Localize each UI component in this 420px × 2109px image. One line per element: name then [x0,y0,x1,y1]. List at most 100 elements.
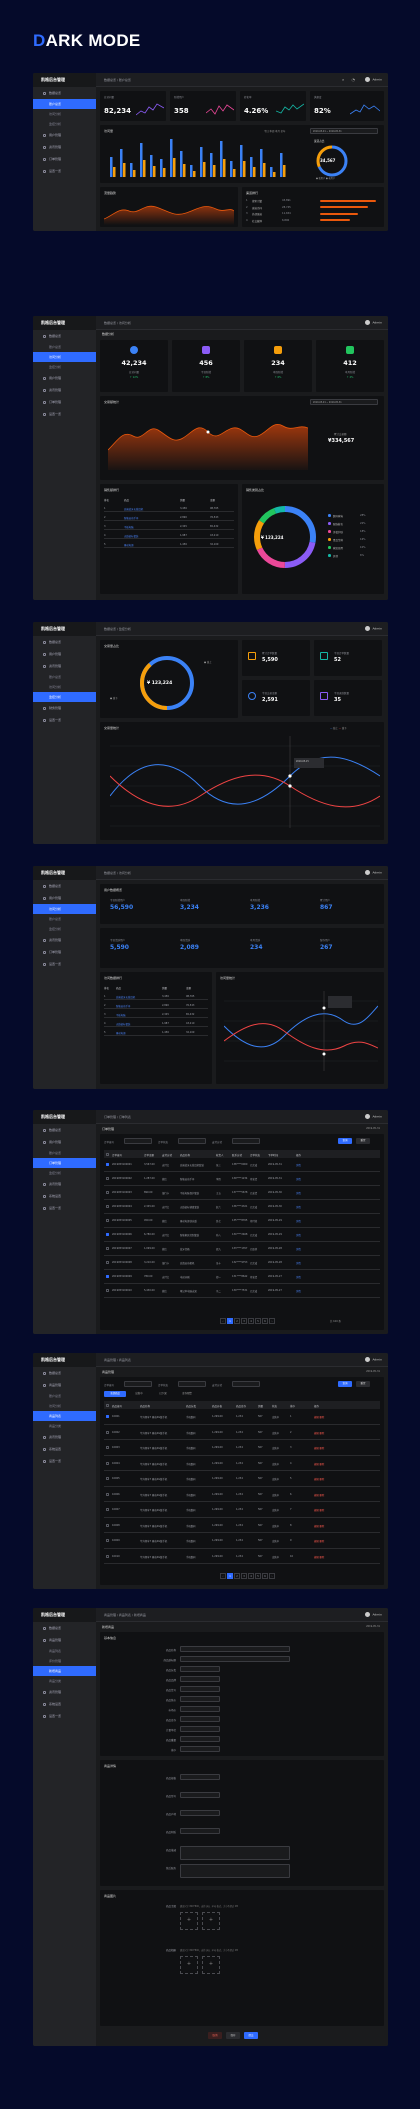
sidebar-subitem-monitor[interactable]: 监控分析 [49,927,62,931]
row-checkbox[interactable] [106,1492,109,1496]
sidebar-subitem-monitor[interactable]: 监控分析 [49,122,62,126]
upload-button[interactable]: + [202,1956,220,1974]
row-checkbox[interactable] [106,1461,109,1465]
form-input[interactable] [180,1726,220,1732]
reset-button[interactable]: 重置 [356,1381,370,1387]
row-checkbox[interactable] [106,1508,109,1511]
sidebar-subitem-visit[interactable]: 访问分析 [33,904,96,914]
search-button[interactable]: 查询 [338,1138,352,1144]
page-button[interactable]: ‹ [220,1573,226,1579]
page-button[interactable]: 3 [241,1573,247,1579]
row-checkbox[interactable] [106,1163,109,1166]
sidebar-item-home[interactable]: 数据总览 [33,1124,96,1136]
filter-input[interactable] [178,1381,206,1387]
row-checkbox[interactable] [106,1289,109,1292]
submit-button[interactable]: 提交 [244,2032,258,2039]
table-row[interactable]: 10005 华为畅享7 移动4G版手机 手机数码 1,299.00 1,234 567 出售… [104,1471,380,1487]
table-cell[interactable]: 编辑 删除 [314,1509,325,1512]
table-cell[interactable]: 编辑 删除 [314,1447,325,1450]
form-input[interactable] [180,1846,290,1860]
table-cell[interactable]: 编辑 删除 [314,1416,325,1419]
table-row[interactable]: 10003 华为畅享7 移动4G版手机 手机数码 1,299.00 1,234 567 出售… [104,1440,380,1456]
sidebar-item-user[interactable]: 用户管理 [33,892,96,904]
search-button[interactable]: 查询 [338,1381,352,1387]
form-input[interactable] [180,1646,290,1652]
table-row[interactable]: 10009 华为畅享7 移动4G版手机 手机数码 1,299.00 1,234 567 出售… [104,1533,380,1549]
table-cell[interactable]: 详情 [296,1248,301,1251]
sidebar-item-home[interactable]: 数据总览 [33,880,96,892]
form-input[interactable] [180,1696,220,1702]
sidebar-item-settings[interactable]: 设置一览 [33,1455,96,1467]
table-cell[interactable]: 详情 [296,1192,301,1195]
form-input[interactable] [180,1676,220,1682]
table-row[interactable]: 10004 华为畅享7 移动4G版手机 手机数码 1,299.00 1,234 567 出售… [104,1456,380,1471]
table-row[interactable]: 2019053100009 789.00 支付宝 电动牙刷 郑一 131****8642 待… [104,1270,380,1284]
user-menu[interactable]: Admin [365,77,382,82]
page-button[interactable]: 5 [255,1318,261,1324]
table-cell[interactable]: 编辑 删除 [314,1524,325,1528]
sidebar-subitem-add-product[interactable]: 新增商品 [33,1666,96,1676]
sidebar-item-system[interactable]: 系统设置 [33,1443,96,1455]
date-range-input[interactable]: 2019-05-01 ~ 2019-05-31 [310,128,378,134]
table-row[interactable]: 2 智能运动手环 2,890 76,543 [104,513,234,521]
sidebar-subitem-account[interactable]: 账户总览 [33,99,96,109]
sidebar-item-content[interactable]: 资讯管理 [33,660,96,672]
sidebar-subitem-products[interactable]: 商品列表 [33,1411,96,1421]
table-row[interactable]: 4 无线鼠标套装 1,987 43,210 [104,531,234,539]
sidebar-item-settings[interactable]: 设置一览 [33,408,96,420]
sidebar-item-user[interactable]: 用户管理 [33,648,96,660]
table-cell[interactable]: 编辑 删除 [314,1540,325,1543]
search-icon[interactable]: ⌕ ◔ [341,77,358,82]
sidebar-subitem-visit[interactable]: 访问分析 [49,1404,62,1408]
table-row[interactable]: 2 智能运动手环 2,890 76,543 [104,1001,208,1009]
page-button[interactable]: 4 [248,1573,254,1579]
cancel-button[interactable]: 取消 [208,2032,222,2039]
table-cell[interactable]: 编辑 删除 [314,1478,325,1481]
form-input[interactable] [180,1736,220,1742]
sidebar-subitem-orders[interactable]: 订单管理 [33,1158,96,1168]
tab[interactable]: 库存预警 [182,1392,192,1395]
sidebar-subitem-monitor[interactable]: 监控分析 [49,1171,62,1175]
date-range-input[interactable]: 2019-05-01 ~ 2019-05-31 [310,399,378,405]
table-cell[interactable]: 详情 [296,1234,301,1237]
table-row[interactable]: 10007 华为畅享7 移动4G版手机 手机数码 1,299.00 1,234 567 出售… [104,1502,380,1518]
sidebar-item-settings[interactable]: 设置一览 [33,165,96,177]
sidebar-item-product[interactable]: 商品管理 [33,1379,96,1391]
row-checkbox[interactable] [106,1275,109,1278]
table-cell[interactable]: 详情 [296,1290,301,1293]
form-input[interactable] [180,1686,220,1692]
sidebar-item-content[interactable]: 资讯管理 [33,384,96,396]
sidebar-item-order[interactable]: 订单管理 [33,946,96,958]
table-row[interactable]: 4 无线鼠标套装 1,987 43,210 [104,1019,208,1027]
sidebar-subitem-visit[interactable]: 访问分析 [33,352,96,362]
sidebar-item-order[interactable]: 订单管理 [33,396,96,408]
table-cell[interactable]: 详情 [296,1220,301,1223]
sidebar-item-home[interactable]: 数据总览 [33,87,96,99]
table-row[interactable]: 2019053100002 1,287.00 微信 智能运动手环 李四 139****12… [104,1172,380,1186]
page-button[interactable]: › [269,1318,275,1324]
table-row[interactable]: 2019053100010 5,430.00 微信 笔记本电脑支架 冯二 130****7… [104,1284,380,1298]
sidebar-item-home[interactable]: 数据总览 [33,1367,96,1379]
sidebar-subitem-visit[interactable]: 访问分析 [49,685,62,689]
table-cell[interactable]: 详情 [296,1164,301,1167]
upload-button[interactable]: + [180,1956,198,1974]
upload-button[interactable]: + [180,1912,198,1930]
sidebar-item-finance[interactable]: 财务管理 [33,702,96,714]
form-input[interactable] [180,1864,290,1878]
table-row[interactable]: 2019053100004 2,345.00 支付宝 无线鼠标键盘套装 赵六 136***… [104,1200,380,1214]
table-row[interactable]: 2019053100003 899.00 银行卡 平板电脑保护套装 王五 137****5… [104,1186,380,1200]
sidebar-item-user[interactable]: 用户管理 [33,1136,96,1148]
table-cell[interactable]: 编辑 删除 [314,1431,325,1435]
sidebar-item-content[interactable]: 资讯管理 [33,1431,96,1443]
tab-month[interactable]: 本月 [275,130,280,133]
user-menu[interactable]: Admin [365,870,382,875]
table-cell[interactable]: 详情 [296,1178,301,1181]
sidebar-subitem-category[interactable]: 商品分类 [49,1679,62,1683]
user-menu[interactable]: Admin [365,1114,382,1119]
table-row[interactable]: 2019053100001 3,567.00 支付宝 高端蓝牙无线耳机套装 张三 138*… [104,1158,380,1172]
select-all-checkbox[interactable] [106,1403,109,1407]
sidebar-item-home[interactable]: 数据总览 [33,330,96,342]
row-checkbox[interactable] [106,1539,109,1542]
sidebar-subitem-account[interactable]: 账户总览 [49,917,62,921]
sidebar-item-product[interactable]: 商品管理 [33,1634,96,1646]
